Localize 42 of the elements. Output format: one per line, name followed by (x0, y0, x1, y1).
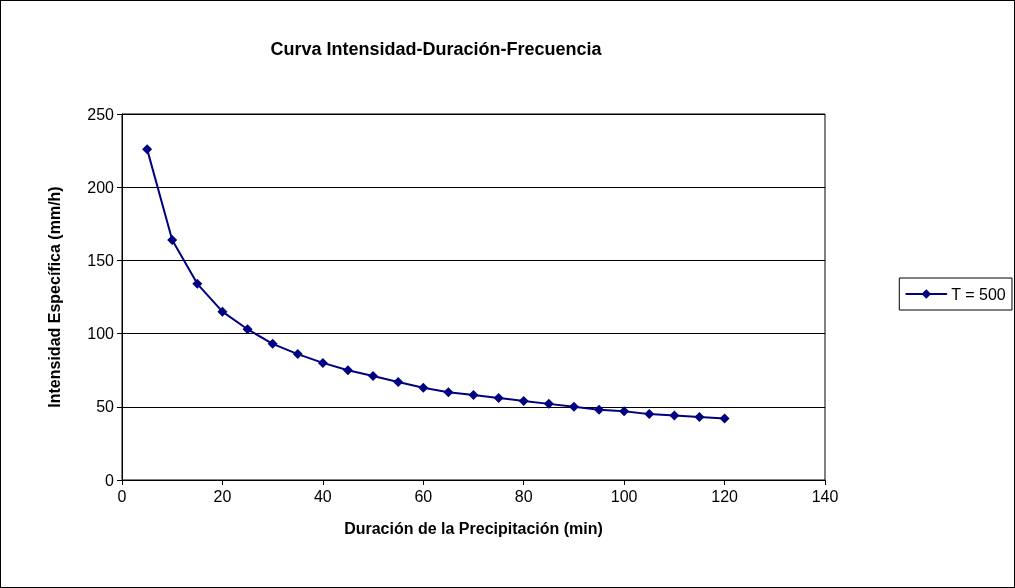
x-tick-label: 120 (711, 487, 739, 505)
point (543, 398, 554, 409)
point (518, 395, 529, 406)
point (393, 376, 404, 387)
x-tick-label: 0 (117, 487, 127, 505)
point (719, 413, 730, 424)
y-tick-label: 100 (87, 325, 115, 343)
point (644, 409, 655, 420)
chart-title: Curva Intensidad-Duración-Frecuencia (270, 39, 603, 59)
point (217, 306, 228, 317)
point (267, 338, 278, 349)
point (317, 357, 328, 368)
x-tick-label: 20 (213, 487, 232, 505)
y-tick-label: 0 (105, 471, 115, 489)
point (368, 371, 379, 382)
point (142, 144, 153, 155)
y-tick-label: 200 (87, 178, 115, 196)
point (669, 410, 680, 421)
point (192, 278, 203, 289)
y-axis-title: Intensidad Específica (mm/h) (45, 186, 63, 408)
point (594, 404, 605, 415)
legend-label: T = 500 (951, 285, 1006, 303)
point (468, 390, 479, 401)
point (694, 412, 705, 423)
point (568, 401, 579, 412)
y-tick-label: 50 (96, 398, 115, 416)
x-tick-label: 60 (414, 487, 433, 505)
x-tick-label: 80 (514, 487, 533, 505)
x-axis-title: Duración de la Precipitación (min) (344, 519, 603, 537)
point (418, 382, 429, 393)
y-tick-label: 250 (87, 105, 115, 123)
x-tick-label: 40 (313, 487, 332, 505)
point (619, 406, 630, 417)
point (342, 365, 353, 376)
point (292, 349, 303, 360)
point (443, 387, 454, 398)
x-tick-label: 100 (610, 487, 638, 505)
point (167, 234, 178, 245)
point (242, 324, 253, 335)
point (493, 393, 504, 404)
x-tick-label: 140 (811, 487, 839, 505)
y-tick-label: 150 (87, 251, 115, 269)
